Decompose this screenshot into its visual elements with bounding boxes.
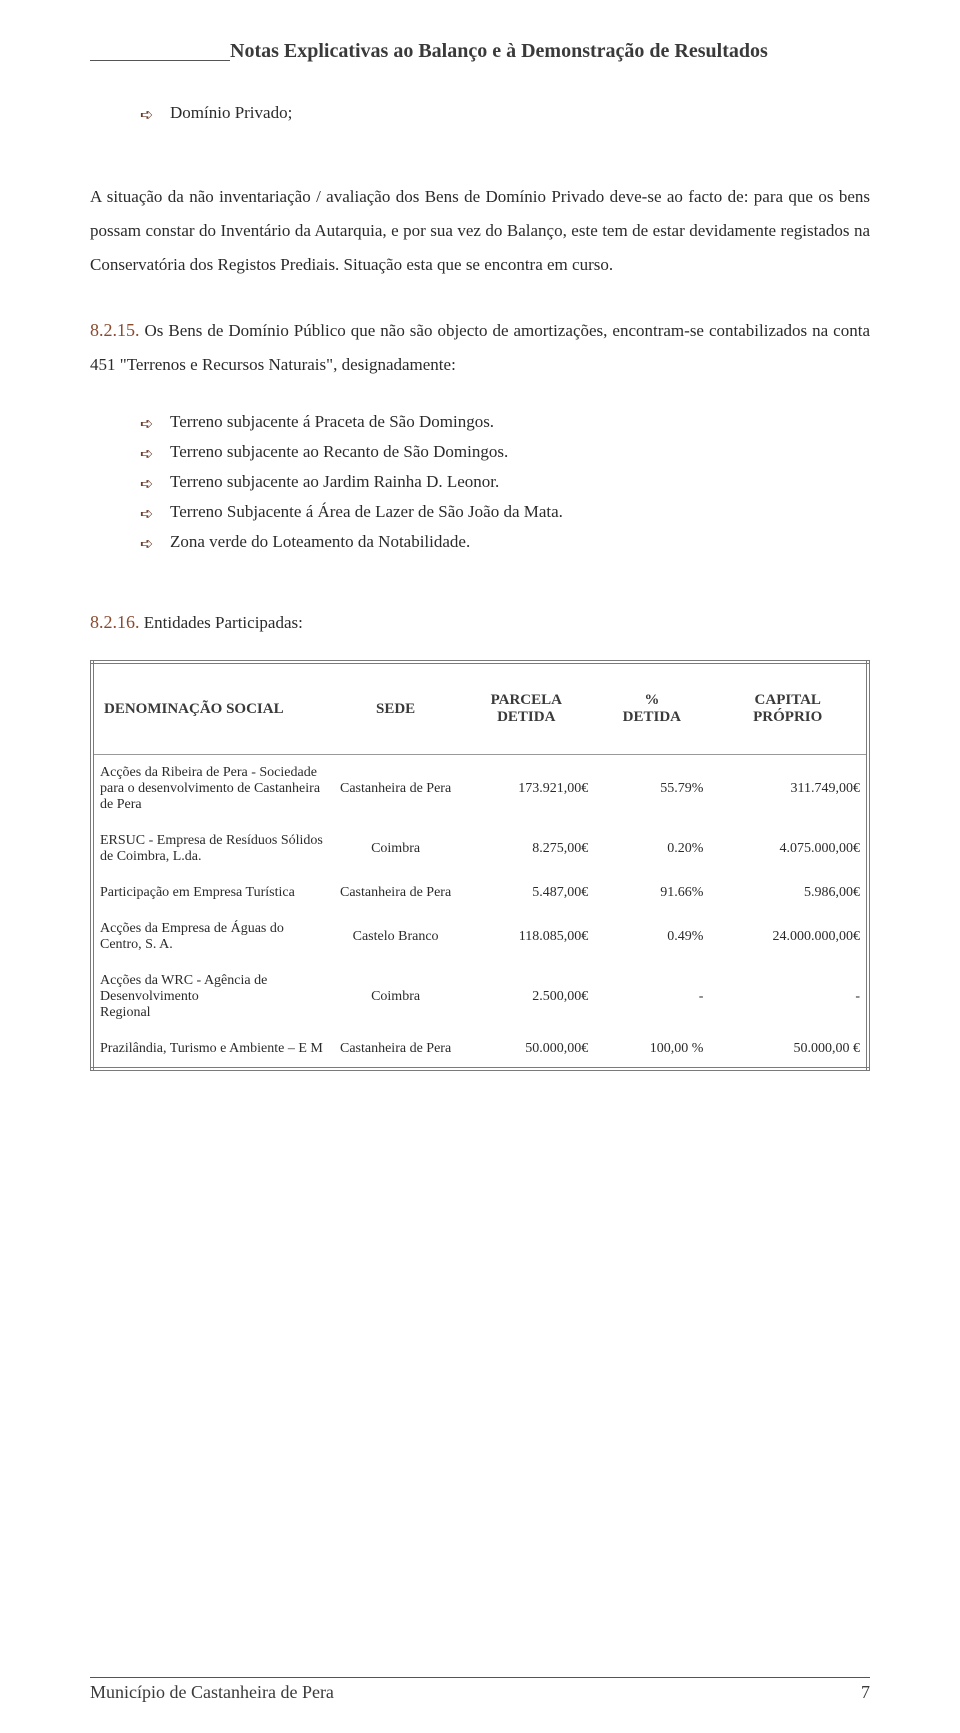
- cell-capital: 24.000.000,00€: [709, 911, 868, 963]
- cell-sede: Coimbra: [333, 823, 459, 875]
- cell-parcela: 5.487,00€: [458, 875, 594, 911]
- bullet-text: Zona verde do Loteamento da Notabilidade…: [170, 532, 470, 552]
- list-item: ➪ Terreno Subjacente á Área de Lazer de S…: [90, 502, 870, 524]
- footer-municipality: Município de Castanheira de Pera: [90, 1682, 334, 1703]
- col-capital: CAPITALPRÓPRIO: [709, 662, 868, 755]
- arrow-icon: ➪: [140, 414, 158, 434]
- cell-denom: Participação em Empresa Turística: [92, 875, 333, 911]
- cell-capital: 311.749,00€: [709, 755, 868, 824]
- cell-denom: Prazilândia, Turismo e Ambiente – E M: [92, 1031, 333, 1069]
- bullet-text: Terreno subjacente á Praceta de São Domi…: [170, 412, 494, 432]
- section-body: Os Bens de Domínio Público que não são o…: [90, 321, 870, 374]
- col-sede: SEDE: [333, 662, 459, 755]
- entities-table: DENOMINAÇÃO SOCIAL SEDE PARCELADETIDA %D…: [90, 660, 870, 1071]
- cell-parcela: 50.000,00€: [458, 1031, 594, 1069]
- cell-sede: Coimbra: [333, 963, 459, 1031]
- section-8215: 8.2.15. Os Bens de Domínio Público que n…: [90, 312, 870, 382]
- col-parcela: PARCELADETIDA: [458, 662, 594, 755]
- cell-parcela: 118.085,00€: [458, 911, 594, 963]
- arrow-icon: ➪: [140, 474, 158, 494]
- cell-denom: Acções da Ribeira de Pera - Sociedade pa…: [92, 755, 333, 824]
- cell-pct: 55.79%: [594, 755, 709, 824]
- page-header: Notas Explicativas ao Balanço e à Demons…: [230, 40, 768, 63]
- cell-sede: Castanheira de Pera: [333, 755, 459, 824]
- list-item: ➪ Zona verde do Loteamento da Notabilidad…: [90, 532, 870, 554]
- table-row: ERSUC - Empresa de Resíduos Sólidos de C…: [92, 823, 868, 875]
- section-8216: 8.2.16. Entidades Participadas:: [90, 604, 870, 640]
- header-rule: [90, 59, 230, 61]
- cell-sede: Castanheira de Pera: [333, 1031, 459, 1069]
- list-item: ➪ Domínio Privado;: [90, 103, 870, 125]
- cell-capital: 4.075.000,00€: [709, 823, 868, 875]
- list-item: ➪ Terreno subjacente ao Recanto de São Do…: [90, 442, 870, 464]
- cell-parcela: 8.275,00€: [458, 823, 594, 875]
- arrow-icon: ➪: [140, 444, 158, 464]
- cell-parcela: 173.921,00€: [458, 755, 594, 824]
- cell-sede: Castanheira de Pera: [333, 875, 459, 911]
- cell-sede: Castelo Branco: [333, 911, 459, 963]
- paragraph: A situação da não inventariação / avalia…: [90, 180, 870, 282]
- col-denom: DENOMINAÇÃO SOCIAL: [92, 662, 333, 755]
- table-row: Prazilândia, Turismo e Ambiente – E MCas…: [92, 1031, 868, 1069]
- table-row: Acções da WRC - Agência de Desenvolvimen…: [92, 963, 868, 1031]
- cell-pct: 100,00 %: [594, 1031, 709, 1069]
- cell-capital: 50.000,00 €: [709, 1031, 868, 1069]
- arrow-icon: ➪: [140, 534, 158, 554]
- section-number: 8.2.15.: [90, 320, 140, 340]
- cell-pct: 0.49%: [594, 911, 709, 963]
- bullet-text: Terreno subjacente ao Recanto de São Dom…: [170, 442, 508, 462]
- cell-capital: -: [709, 963, 868, 1031]
- page-footer: Município de Castanheira de Pera 7: [90, 1677, 870, 1703]
- list-item: ➪ Terreno subjacente á Praceta de São Dom…: [90, 412, 870, 434]
- arrow-icon: ➪: [140, 105, 158, 125]
- cell-parcela: 2.500,00€: [458, 963, 594, 1031]
- cell-pct: 91.66%: [594, 875, 709, 911]
- bullet-text: Domínio Privado;: [170, 103, 292, 123]
- cell-pct: -: [594, 963, 709, 1031]
- col-pct: %DETIDA: [594, 662, 709, 755]
- cell-denom: Acções da WRC - Agência de Desenvolvimen…: [92, 963, 333, 1031]
- table-row: Acções da Empresa de Águas do Centro, S.…: [92, 911, 868, 963]
- arrow-icon: ➪: [140, 504, 158, 524]
- cell-denom: ERSUC - Empresa de Resíduos Sólidos de C…: [92, 823, 333, 875]
- footer-rule: [90, 1677, 870, 1678]
- bullet-text: Terreno Subjacente á Área de Lazer de Sã…: [170, 502, 563, 522]
- table-header-row: DENOMINAÇÃO SOCIAL SEDE PARCELADETIDA %D…: [92, 662, 868, 755]
- list-item: ➪ Terreno subjacente ao Jardim Rainha D. …: [90, 472, 870, 494]
- footer-page-number: 7: [861, 1682, 870, 1703]
- table-row: Participação em Empresa TurísticaCastanh…: [92, 875, 868, 911]
- section-body: Entidades Participadas:: [140, 613, 303, 632]
- table-row: Acções da Ribeira de Pera - Sociedade pa…: [92, 755, 868, 824]
- section-number: 8.2.16.: [90, 612, 140, 632]
- cell-pct: 0.20%: [594, 823, 709, 875]
- bullet-text: Terreno subjacente ao Jardim Rainha D. L…: [170, 472, 499, 492]
- cell-denom: Acções da Empresa de Águas do Centro, S.…: [92, 911, 333, 963]
- cell-capital: 5.986,00€: [709, 875, 868, 911]
